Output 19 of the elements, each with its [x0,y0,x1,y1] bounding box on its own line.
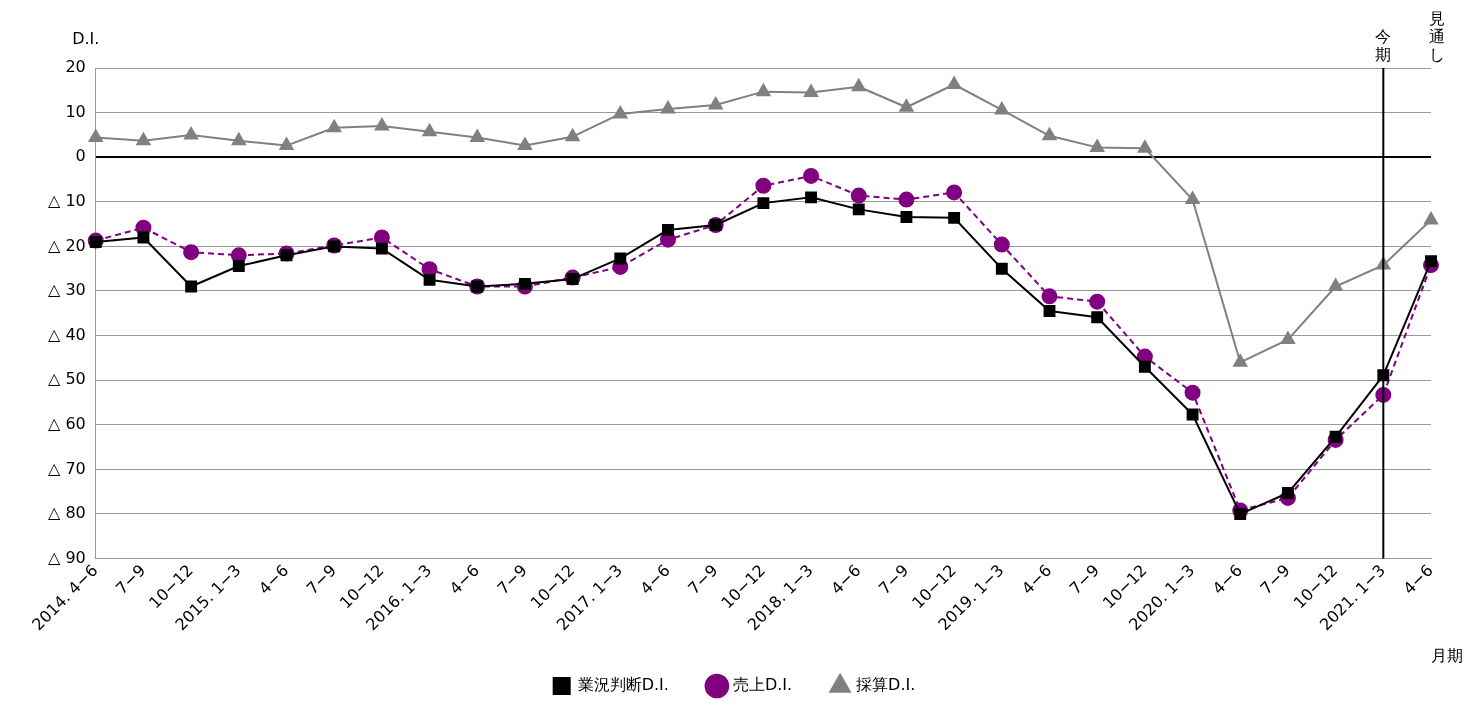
y-tick-label: △ 60 [48,413,86,433]
legend-label: 採算D.I. [856,675,916,695]
x-axis-title: 月期 [1431,645,1463,665]
y-tick-label: △ 50 [48,369,86,389]
legend-label: 売上D.I. [732,675,793,695]
y-tick-label: △ 40 [48,324,86,344]
legend-label: 業況判断D.I. [577,675,669,695]
y-tick-label: △ 80 [48,503,86,523]
ref-line-label: 今期 [1375,27,1392,65]
y-axis-title: D.I. [72,29,100,49]
y-tick-label: 20 [65,57,86,77]
y-tick-label: △ 90 [48,547,86,567]
y-tick-label: 0 [75,146,86,166]
y-tick-label: △ 20 [48,235,86,255]
text: 見通し [1429,9,1445,65]
y-tick-label: △ 30 [48,280,86,300]
y-tick-label: 10 [65,101,86,121]
y-tick-label: △ 10 [48,190,86,210]
y-tick-label: △ 70 [48,458,86,478]
